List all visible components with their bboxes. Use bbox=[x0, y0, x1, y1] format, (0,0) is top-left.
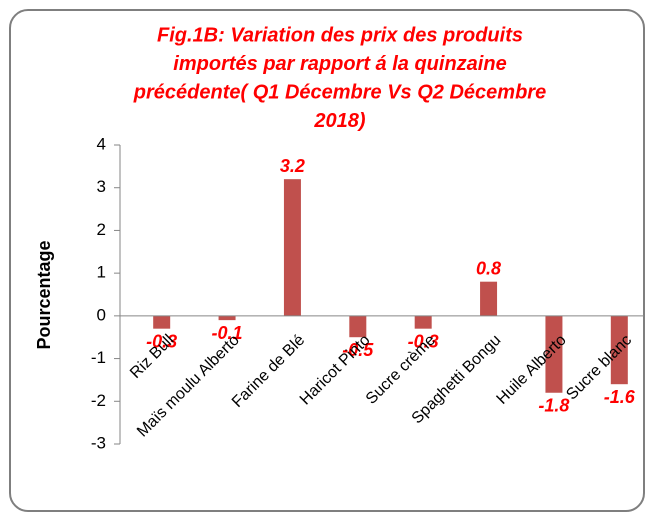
data-label: -0.3 bbox=[146, 331, 177, 351]
y-axis-label: Pourcentage bbox=[34, 240, 54, 349]
chart-title: importés par rapport á la quinzaine bbox=[173, 53, 506, 75]
bar bbox=[414, 315, 432, 329]
data-label: -0.5 bbox=[342, 340, 374, 360]
data-label: -1.8 bbox=[538, 395, 569, 415]
y-tick-label: 3 bbox=[97, 177, 106, 196]
y-tick-label: -1 bbox=[91, 348, 106, 367]
bar bbox=[153, 315, 171, 329]
data-label: 0.8 bbox=[476, 258, 501, 278]
chart-title: 2018) bbox=[313, 110, 365, 132]
y-tick-label: 0 bbox=[97, 305, 106, 324]
chart-title: Fig.1B: Variation des prix des produits bbox=[157, 24, 523, 46]
bar bbox=[480, 281, 498, 316]
y-tick-label: 2 bbox=[97, 220, 106, 239]
data-label: 3.2 bbox=[280, 156, 305, 176]
data-label: -0.3 bbox=[408, 331, 439, 351]
bar bbox=[545, 315, 563, 393]
chart-frame bbox=[9, 9, 645, 512]
y-tick-label: 4 bbox=[97, 134, 106, 153]
bar bbox=[218, 315, 236, 321]
data-label: -0.1 bbox=[212, 323, 243, 343]
y-tick-label: -2 bbox=[91, 391, 106, 410]
y-tick-label: 1 bbox=[97, 263, 106, 282]
bar bbox=[349, 315, 367, 338]
bar bbox=[283, 179, 301, 316]
chart-title: précédente( Q1 Décembre Vs Q2 Décembre bbox=[133, 81, 546, 103]
bar bbox=[610, 315, 628, 385]
data-label: -1.6 bbox=[604, 387, 636, 407]
y-tick-label: -3 bbox=[91, 433, 106, 452]
